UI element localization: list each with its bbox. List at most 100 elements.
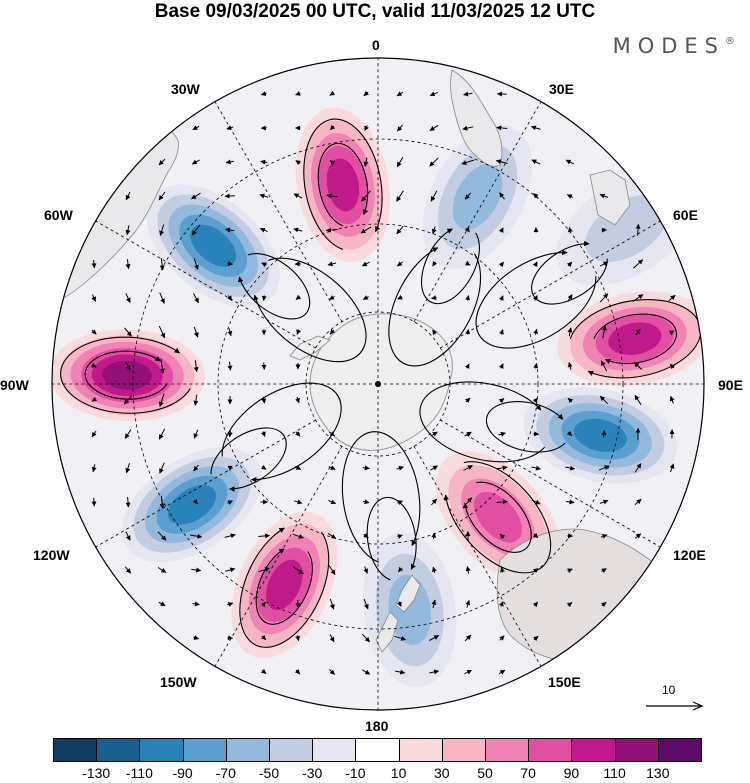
wind-arrow (397, 601, 402, 607)
wind-arrow (125, 191, 131, 201)
colorbar-tick-label: -70 (215, 765, 236, 781)
streamline (462, 481, 532, 553)
wind-arrow (329, 124, 336, 131)
colorbar-swatch (225, 738, 270, 762)
wind-arrow (125, 496, 131, 508)
wind-arrow (360, 226, 372, 234)
wind-arrow (293, 227, 303, 233)
wind-arrow (669, 463, 675, 473)
wind-arrow (601, 325, 607, 339)
wind-arrow (227, 295, 233, 301)
wind-arrow (295, 396, 300, 404)
wind-arrow (362, 633, 370, 643)
wind-arrow (192, 601, 200, 607)
wind-arrow (329, 669, 335, 675)
wind-arrow (567, 397, 574, 404)
wind-arrow (429, 669, 440, 675)
wind-arrow (567, 327, 573, 337)
wind-arrow (567, 568, 573, 574)
wind-arrow (361, 190, 371, 202)
colorbar-swatch (398, 738, 443, 762)
wind-arrow (566, 261, 573, 268)
wind-arrow (91, 396, 98, 402)
wind-arrow (396, 124, 404, 132)
wind-arrow (431, 295, 437, 300)
wind-arrow (464, 669, 473, 675)
wind-arrow (463, 91, 473, 97)
colorbar-tick-label: 70 (520, 765, 536, 781)
meridian-line (95, 220, 317, 349)
wind-arrow (363, 566, 368, 574)
wind-arrow (193, 394, 199, 406)
wind-arrow (429, 124, 439, 132)
wind-arrow (533, 431, 540, 437)
colorbar-tick-label: 110 (603, 765, 626, 781)
map-area (52, 58, 704, 710)
wind-arrow (329, 160, 336, 166)
wind-arrow (125, 531, 131, 541)
colorbar-swatch (139, 738, 184, 762)
wind-arrow (396, 465, 404, 471)
wind-arrow (157, 531, 167, 541)
wind-arrow (598, 465, 610, 471)
wind-arrow (125, 361, 131, 371)
wind-arrow (632, 259, 644, 269)
wind-arrow (496, 499, 508, 505)
wind-arrow (498, 601, 504, 607)
label-60w: 60W (44, 207, 73, 223)
wind-arrow (496, 465, 508, 471)
wind-arrow (464, 431, 472, 437)
wind-arrow (328, 465, 336, 470)
wind-arrow (396, 190, 404, 202)
wind-arrow (565, 465, 576, 471)
wind-arrow (634, 498, 642, 506)
wind-arrow (295, 294, 302, 300)
wind-arrow (295, 91, 301, 96)
streamline (253, 257, 367, 363)
wind-arrow (431, 226, 437, 235)
anomaly-contour-band (168, 485, 217, 525)
wind-arrow (499, 635, 505, 641)
wind-arrow (193, 635, 200, 640)
label-90e: 90E (718, 377, 743, 393)
wind-arrow (91, 464, 97, 473)
wind-arrow (328, 565, 336, 576)
wind-arrow (531, 159, 541, 165)
wind-arrow (464, 226, 470, 233)
streamline (317, 142, 369, 227)
wind-arrow (395, 669, 406, 675)
meridian-line (439, 419, 661, 548)
colorbar-tick-label: -130 (82, 765, 111, 781)
wind-arrow (599, 395, 609, 405)
streamline (303, 118, 383, 250)
colorbar-tick-label: 90 (563, 765, 580, 781)
colorbar-tick-label: 50 (477, 765, 493, 781)
wind-arrow (260, 159, 268, 165)
wind-arrow (532, 397, 538, 404)
label-60e: 60E (673, 207, 698, 223)
wind-arrow (362, 465, 370, 471)
wind-arrow (668, 294, 676, 302)
colorbar-swatch (571, 738, 616, 762)
wind-arrow (225, 227, 235, 233)
wind-arrow (91, 362, 97, 368)
wind-arrow (429, 157, 439, 167)
streamline (388, 247, 482, 367)
vector-reference-label: 10 (662, 683, 676, 697)
colorbar-tick-label: -10 (345, 765, 366, 781)
wind-arrow (91, 260, 97, 269)
label-30w: 30W (171, 81, 200, 97)
wind-arrow (193, 258, 199, 270)
wind-arrow (191, 224, 201, 236)
wind-arrow (193, 326, 199, 338)
wind-arrow (465, 599, 471, 608)
streamline (239, 527, 330, 648)
brand-logo: MODES® (613, 34, 735, 58)
colorbar-swatch (441, 738, 486, 762)
wind-arrow (463, 465, 473, 471)
wind-arrow (259, 227, 268, 233)
pole-marker (375, 381, 381, 387)
wind-arrow (227, 602, 234, 607)
wind-arrow (326, 193, 338, 199)
streamline (237, 253, 311, 320)
